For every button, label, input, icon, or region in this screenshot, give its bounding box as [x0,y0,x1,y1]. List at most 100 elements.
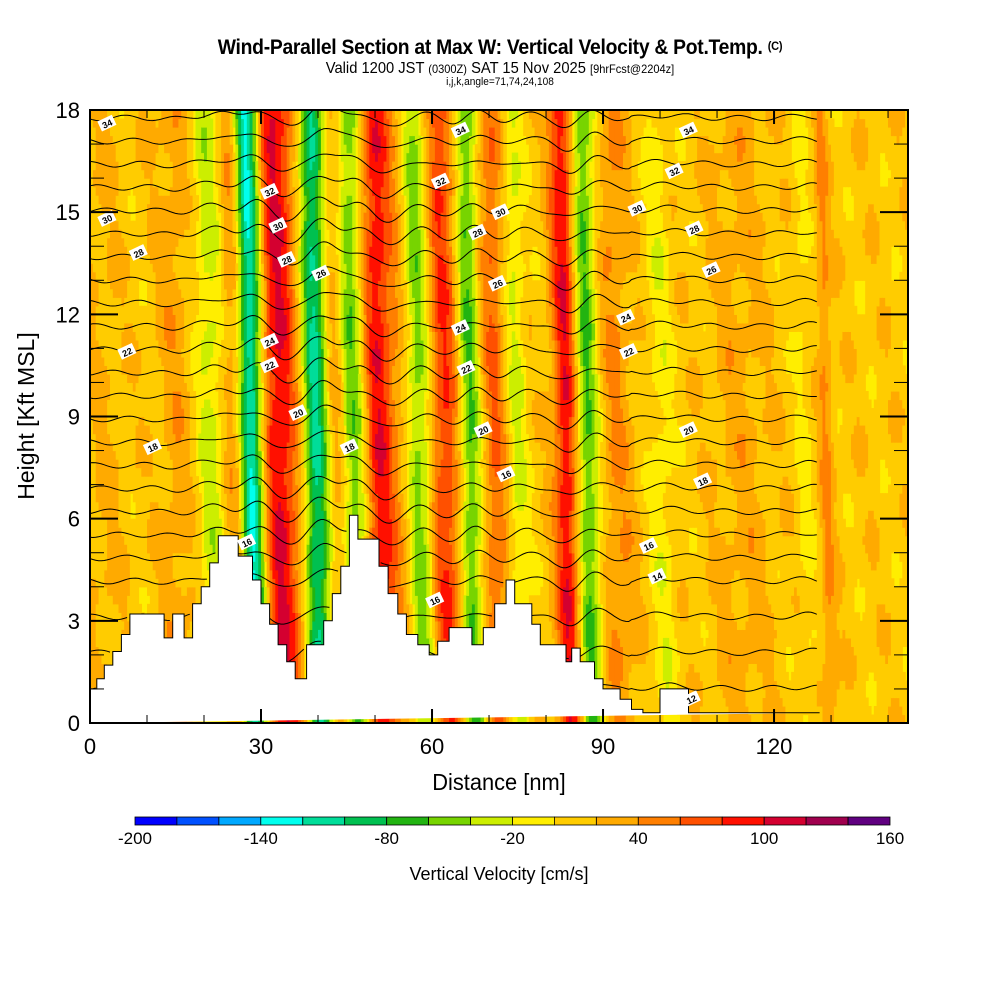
velocity-cell [338,450,342,503]
velocity-cell [819,373,824,400]
velocity-cell [856,416,861,477]
velocity-cell [355,288,359,366]
velocity-cell [306,186,311,222]
velocity-cell [811,578,815,630]
velocity-cell [189,212,194,332]
velocity-cell [224,186,228,290]
velocity-cell [682,110,687,128]
velocity-cell [825,595,829,723]
velocity-cell [839,680,844,723]
velocity-cell [503,561,507,639]
velocity-cell [395,110,399,120]
velocity-cell [566,110,570,171]
velocity-cell [825,280,829,384]
velocity-cell [295,561,299,571]
contour-label: 32 [259,182,279,200]
velocity-cell [124,246,128,298]
velocity-cell [121,118,125,239]
velocity-cell [380,263,385,324]
velocity-cell [497,169,502,324]
velocity-cell [292,186,296,290]
velocity-cell [149,263,154,435]
contour-label-bg [616,308,636,326]
velocity-cell [634,271,638,307]
velocity-cell [198,433,202,460]
velocity-cell [235,433,239,469]
velocity-cell [600,135,604,188]
velocity-cell [115,195,120,222]
velocity-cell [697,195,701,366]
velocity-cell [375,339,379,384]
velocity-cell [446,714,450,723]
velocity-cell [782,706,787,723]
velocity-cell [580,365,584,460]
velocity-cell [808,578,812,639]
velocity-cell [167,620,171,639]
velocity-cell [600,186,604,222]
velocity-cell [118,229,122,298]
velocity-cell [329,110,333,120]
contour-label: 24 [616,308,636,326]
velocity-cell [491,161,496,324]
velocity-cell [571,339,576,375]
velocity-cell [255,484,259,596]
velocity-cell [848,220,852,332]
velocity-cell [395,212,399,273]
velocity-cell [92,271,97,435]
velocity-cell [811,246,815,366]
velocity-cell [440,195,445,213]
velocity-cell [121,237,125,307]
velocity-cell [543,450,547,469]
velocity-cell [471,433,476,605]
contour-label: 18 [142,438,163,456]
velocity-cell [714,110,718,154]
velocity-cell [557,280,561,298]
velocity-cell [774,144,778,256]
velocity-cell [278,203,282,358]
velocity-cell [215,220,219,256]
velocity-cell [571,714,576,723]
colorbar-segment [344,816,388,826]
velocity-cell [899,212,903,256]
velocity-cell [269,118,274,179]
velocity-cell [528,314,533,341]
velocity-cell [591,339,596,375]
velocity-cell [443,263,447,409]
velocity-cell [437,186,442,239]
velocity-cell [209,408,214,528]
velocity-cell [315,484,319,639]
velocity-cell [92,186,97,273]
velocity-cell [899,518,903,562]
velocity-cell [870,714,875,723]
velocity-cell [175,127,179,247]
velocity-cell [175,246,179,281]
velocity-cell [677,161,681,273]
velocity-cell [135,382,140,426]
velocity-cell [842,629,846,681]
velocity-cell [625,322,630,366]
velocity-cell [580,212,584,256]
velocity-cell [432,501,436,511]
velocity-cell [363,110,368,196]
velocity-cell [791,595,795,605]
contour-label: 30 [490,203,510,221]
velocity-cell [423,110,427,128]
velocity-cell [340,110,345,162]
velocity-cell [594,603,598,699]
velocity-cell [853,654,858,681]
velocity-cell [685,620,690,673]
velocity-cell [890,110,895,137]
velocity-cell [779,178,784,222]
velocity-cell [605,484,610,537]
velocity-cell [819,220,824,375]
velocity-cell [608,399,613,443]
velocity-cell [261,263,265,384]
velocity-cell [306,484,311,545]
velocity-cell [680,322,684,426]
velocity-cell [605,246,610,281]
velocity-cell [583,271,587,367]
velocity-cell [756,356,761,503]
velocity-cell [873,110,878,213]
velocity-cell [506,220,510,256]
velocity-cell [885,356,889,469]
